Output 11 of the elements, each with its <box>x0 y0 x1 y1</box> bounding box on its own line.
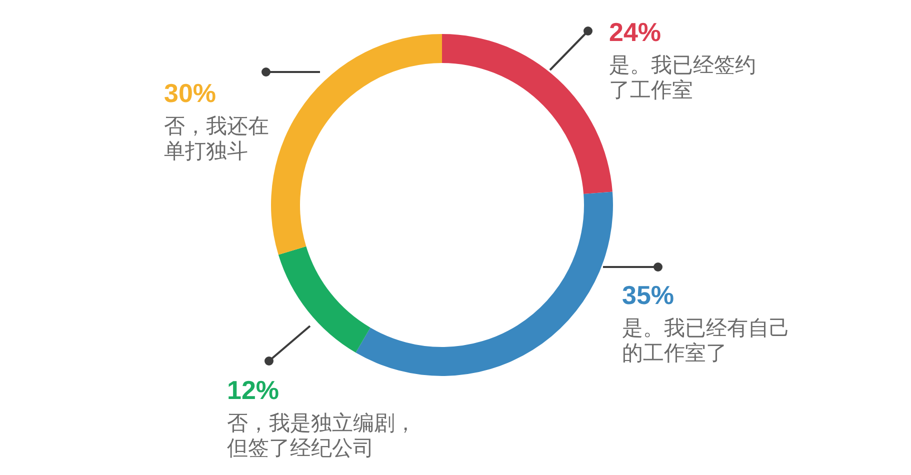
slice-label: 否，我是独立编剧，但签了经纪公司 <box>227 411 417 461</box>
donut-slice <box>278 246 370 353</box>
donut-slice <box>356 192 613 376</box>
slice-label: 是。我已经有自己的工作室了 <box>622 316 791 366</box>
data-label: 24% <box>609 17 662 47</box>
slice-label: 否，我还在单打独斗 <box>164 114 270 164</box>
data-label: 30% <box>164 78 216 108</box>
donut-slice <box>271 34 442 255</box>
data-label: 35% <box>622 280 674 310</box>
slice-label: 是。我已经签约了工作室 <box>609 53 757 103</box>
data-label: 12% <box>227 375 280 405</box>
